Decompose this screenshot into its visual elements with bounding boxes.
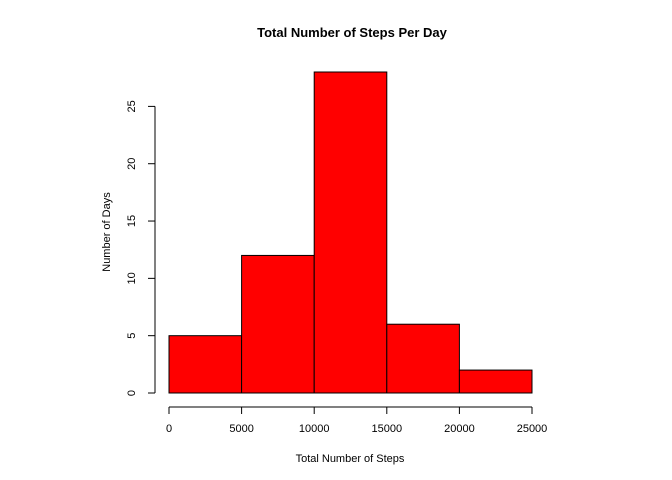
y-tick-label: 25 bbox=[126, 100, 138, 112]
y-tick-label: 20 bbox=[126, 158, 138, 170]
histogram-bars bbox=[168, 71, 533, 394]
histogram-bar-3 bbox=[313, 71, 388, 394]
x-tick-label: 5000 bbox=[229, 423, 253, 435]
y-tick-label: 10 bbox=[126, 272, 138, 284]
x-tick-label: 25000 bbox=[517, 423, 548, 435]
y-axis-title: Number of Days bbox=[101, 192, 113, 272]
histogram-bar-5 bbox=[458, 369, 533, 394]
histogram-bar-4 bbox=[386, 323, 460, 394]
chart-title: Total Number of Steps Per Day bbox=[257, 25, 448, 40]
y-tick-label: 15 bbox=[126, 215, 138, 227]
histogram-bar-1 bbox=[168, 335, 243, 394]
x-tick-label: 15000 bbox=[372, 423, 403, 435]
x-axis-title: Total Number of Steps bbox=[296, 453, 405, 465]
histogram-bar-2 bbox=[241, 254, 315, 394]
y-tick-label: 5 bbox=[126, 333, 138, 339]
x-axis: 0 5000 10000 15000 20000 25000 bbox=[166, 406, 548, 435]
x-tick-label: 20000 bbox=[444, 423, 475, 435]
x-tick-label: 0 bbox=[166, 423, 172, 435]
y-tick-label: 0 bbox=[126, 390, 138, 396]
y-axis: 0 5 10 15 20 25 bbox=[126, 100, 156, 396]
x-tick-label: 10000 bbox=[299, 423, 330, 435]
